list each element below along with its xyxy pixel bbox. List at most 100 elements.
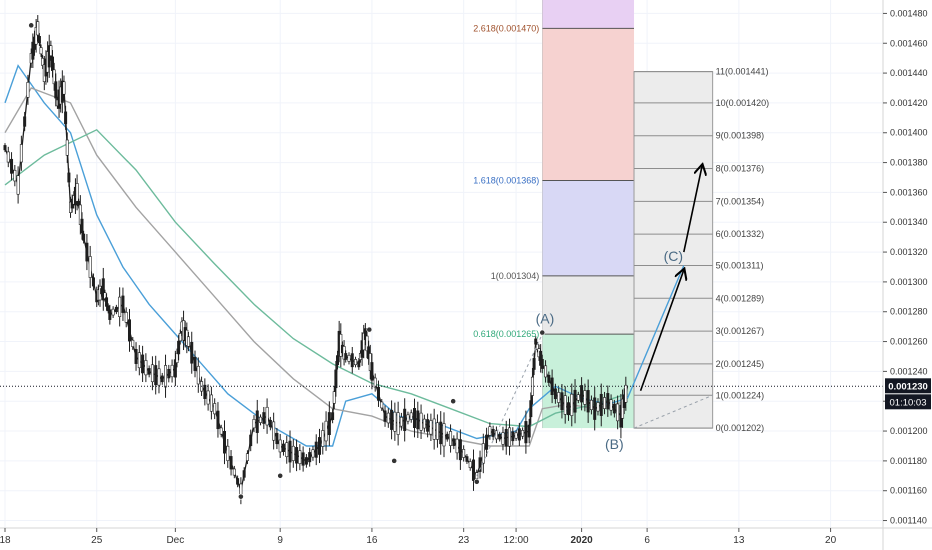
- candle-body: [521, 430, 525, 437]
- y-tick-label: 0.001440: [890, 68, 928, 78]
- candle-body: [259, 416, 263, 423]
- candle-body: [462, 449, 466, 458]
- x-tick-label: 25: [91, 535, 103, 546]
- y-tick-label: 0.001380: [890, 158, 928, 168]
- candle-body: [88, 256, 92, 278]
- candle-body: [334, 369, 338, 389]
- candle-body: [101, 278, 105, 301]
- wave-arrow[interactable]: [639, 270, 684, 392]
- candle-body: [242, 470, 246, 478]
- candle-body: [65, 139, 69, 156]
- candle-body: [344, 353, 348, 360]
- candle-body: [268, 419, 272, 428]
- wave-label: (B): [605, 436, 624, 452]
- candle-body: [154, 365, 158, 386]
- y-tick-label: 0.001460: [890, 38, 928, 48]
- candle-body: [534, 338, 538, 345]
- candle-body: [471, 459, 475, 481]
- candle-body: [80, 218, 84, 234]
- y-tick-label: 0.001280: [890, 307, 928, 317]
- fib-band[interactable]: [542, 0, 635, 29]
- drawings[interactable]: (A) (B) (C): [476, 166, 713, 477]
- candle-body: [347, 354, 351, 362]
- candle-body: [616, 403, 620, 422]
- candle-body: [105, 297, 109, 307]
- candle-body: [134, 348, 138, 364]
- candle-body: [529, 400, 533, 418]
- candle-body: [452, 438, 456, 446]
- candle-body: [144, 360, 148, 376]
- candle-body: [593, 397, 597, 420]
- y-tick-label: 0.001260: [890, 337, 928, 347]
- candle-body: [609, 399, 613, 411]
- candle-body: [566, 402, 570, 416]
- x-tick-label: 2020: [570, 535, 593, 546]
- candle-body: [229, 456, 233, 470]
- candle-body: [236, 478, 240, 485]
- y-tick-label: 0.001140: [890, 516, 927, 526]
- candle-body: [308, 452, 312, 463]
- candle-body: [193, 356, 197, 371]
- candle-body: [524, 421, 528, 444]
- fib-extension-zone[interactable]: 0.618(0.001265) 1(0.001304) 1.618(0.001368…: [473, 0, 635, 429]
- candle-body: [354, 359, 358, 366]
- candle-body: [121, 295, 125, 313]
- candle-body: [399, 417, 403, 427]
- fib-band[interactable]: [542, 180, 635, 276]
- candle-body: [532, 358, 536, 370]
- fib-ruler-label: 5(0.001311): [716, 260, 764, 270]
- fib-ruler-box[interactable]: [633, 71, 714, 429]
- candle-body: [478, 457, 482, 472]
- candle-body: [481, 443, 485, 464]
- candle-body: [540, 359, 544, 369]
- fib-ruler-label: 8(0.001376): [716, 164, 765, 174]
- fib-ruler-label: 10(0.001420): [716, 98, 770, 108]
- candle-body: [278, 439, 282, 453]
- fib-ruler-label: 6(0.001332): [716, 229, 765, 239]
- candle-body: [413, 408, 417, 428]
- candle-body: [301, 452, 305, 466]
- candle-body: [429, 420, 433, 435]
- candle-body: [124, 312, 128, 323]
- candle-body: [504, 428, 508, 447]
- candle-body: [409, 412, 413, 420]
- moving-average-line: [4, 87, 628, 447]
- candle-body: [586, 390, 590, 413]
- dashed-trend-line[interactable]: [633, 394, 713, 429]
- candle-body: [573, 389, 577, 413]
- candle-body: [285, 442, 289, 458]
- wave-arrow[interactable]: [683, 166, 702, 253]
- fib-band[interactable]: [542, 28, 635, 181]
- candle-body: [511, 431, 515, 442]
- candle-body: [245, 453, 249, 461]
- candle-body: [553, 388, 557, 400]
- candle-body: [383, 410, 387, 422]
- candle-body: [514, 432, 518, 439]
- candle-body: [442, 423, 446, 447]
- candle-body: [255, 410, 259, 433]
- fib-band[interactable]: [542, 275, 635, 335]
- candle-body: [576, 394, 580, 401]
- candle-body: [332, 391, 336, 404]
- candle-body: [485, 434, 489, 450]
- dashed-trend-line[interactable]: [476, 333, 543, 477]
- candle-body: [173, 359, 177, 378]
- projection-line[interactable]: [626, 265, 685, 399]
- candle-body: [178, 333, 182, 342]
- fib-ruler[interactable]: 0(0.001202) 1(0.001224) 2(0.001245) 3(0.001…: [633, 67, 770, 433]
- candle-body: [6, 151, 10, 163]
- candle-body: [321, 430, 325, 447]
- candle-body: [599, 393, 603, 416]
- x-tick-label: 16: [366, 535, 378, 546]
- pivot-marker: [277, 472, 284, 479]
- fib-ruler-label: 1(0.001224): [716, 390, 765, 400]
- candle-body: [62, 81, 66, 95]
- candle-body: [517, 428, 521, 441]
- candle-body: [127, 319, 131, 342]
- candle-body: [465, 456, 469, 462]
- candle-body: [557, 392, 561, 403]
- candle-body: [232, 468, 236, 476]
- x-tick-label: 18: [0, 535, 11, 546]
